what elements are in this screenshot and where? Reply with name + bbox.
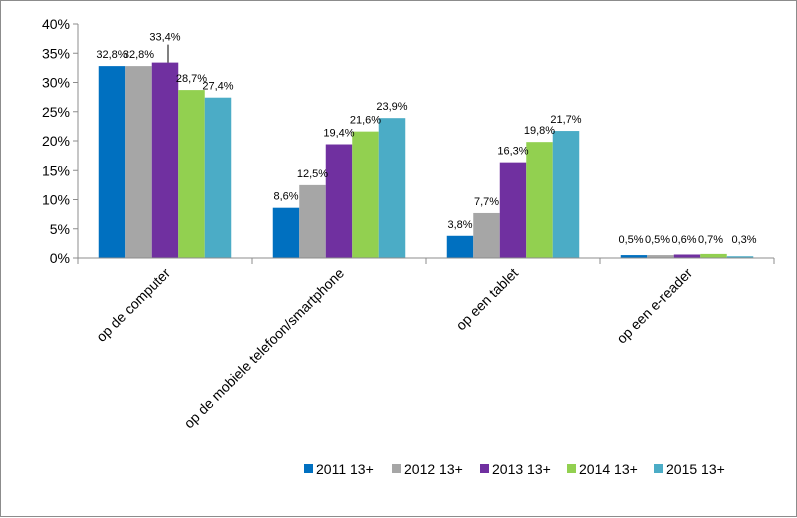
y-tick-label: 10% (42, 192, 70, 208)
data-label: 0,5% (645, 234, 670, 246)
legend-swatch (304, 464, 313, 473)
data-label: 32,8% (123, 49, 154, 61)
bar (526, 142, 553, 258)
legend: 2011 13+ 2012 13+ 2013 13+ 2014 13+ 2015 13+ (304, 461, 725, 477)
data-label: 7,7% (474, 196, 499, 208)
bar (552, 131, 580, 258)
category-label: op de mobiele telefoon/smartphone (181, 265, 348, 432)
y-tick-label: 5% (50, 221, 70, 237)
bar (620, 255, 648, 258)
y-tick-label: 35% (42, 45, 70, 61)
bar (151, 62, 179, 258)
bar (325, 144, 353, 258)
x-axis: op de computer op de mobiele telefoon/sma… (77, 257, 775, 432)
data-label: 32,8% (96, 49, 127, 61)
legend-label: 2013 13+ (492, 461, 551, 477)
y-axis: 0% 5% 10% 15% 20% 25% 30% 35% 40% (42, 16, 79, 266)
data-label: 21,7% (550, 114, 581, 126)
data-label: 16,3% (497, 146, 528, 158)
bar (98, 66, 126, 259)
data-label: 3,8% (447, 219, 472, 231)
bar (204, 97, 232, 259)
legend-label: 2014 13+ (579, 461, 638, 477)
bar (473, 212, 500, 258)
bar (178, 90, 205, 258)
legend-swatch (480, 464, 489, 473)
y-tick-label: 0% (50, 250, 70, 266)
category-label: op een tablet (453, 265, 522, 334)
legend-label: 2015 13+ (666, 461, 725, 477)
bar (446, 235, 474, 258)
data-labels: 32,8% 8,6% 3,8% 0,5% 32,8% 12,5% 7,7% 0,5% 33,4%… (96, 32, 756, 246)
data-label: 27,4% (202, 81, 233, 93)
y-tick-label: 20% (42, 133, 70, 149)
bar (352, 131, 379, 258)
y-tick-label: 25% (42, 104, 70, 120)
bar (700, 253, 727, 258)
data-label: 0,6% (671, 234, 696, 246)
y-tick-label: 40% (42, 16, 70, 32)
bars (98, 62, 754, 259)
data-label: 8,6% (273, 191, 298, 203)
legend-label: 2012 13+ (404, 461, 463, 477)
legend-label: 2011 13+ (316, 461, 374, 477)
data-label: 0,7% (698, 234, 723, 246)
data-label: 33,4% (149, 32, 180, 44)
legend-swatch (567, 464, 576, 473)
category-label: op de computer (93, 265, 173, 345)
bar (673, 254, 701, 258)
bar (125, 66, 152, 259)
data-label: 12,5% (297, 168, 328, 180)
data-label: 19,4% (323, 128, 354, 140)
legend-swatch (654, 464, 663, 473)
bar (299, 184, 326, 258)
bar (272, 207, 300, 258)
data-label: 21,6% (350, 115, 381, 127)
legend-swatch (392, 464, 401, 473)
data-label: 23,9% (376, 101, 407, 113)
bar (647, 255, 674, 258)
bar (726, 256, 754, 258)
y-tick-label: 15% (42, 162, 70, 178)
bar (499, 162, 527, 258)
y-tick-label: 30% (42, 75, 70, 91)
bar (378, 118, 406, 258)
data-label: 19,8% (524, 125, 555, 137)
data-label: 28,7% (176, 73, 207, 85)
category-label: op een e-reader (613, 265, 695, 347)
data-label: 0,3% (731, 234, 756, 246)
data-label: 0,5% (618, 234, 643, 246)
